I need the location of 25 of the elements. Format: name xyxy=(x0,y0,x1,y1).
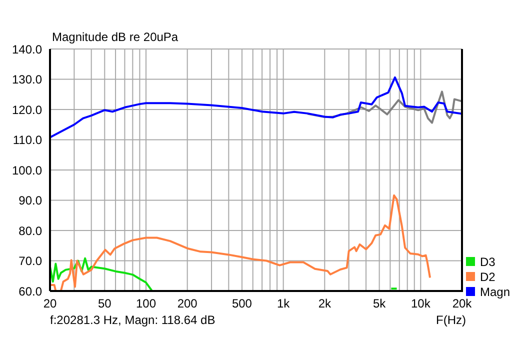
y-tick-label: 60.0 xyxy=(18,284,42,298)
x-tick-label: 200 xyxy=(177,296,198,311)
y-tick-label: 110.0 xyxy=(12,133,42,148)
y-tick-label: 100.0 xyxy=(12,163,42,178)
x-tick-label: 100 xyxy=(136,296,156,311)
x-tick-label: 20k xyxy=(452,296,473,311)
x-axis-title: F(Hz) xyxy=(436,313,466,327)
x-tick-label: 20 xyxy=(43,296,57,311)
legend-label: D3 xyxy=(480,254,496,268)
x-tick-label: 500 xyxy=(232,296,252,311)
x-tick-label: 1k xyxy=(276,296,291,311)
y-tick-label: 70.0 xyxy=(18,254,42,268)
text: f:20281.3 Hz, Magn: 118.64 dB xyxy=(50,313,216,327)
y-tick-label: 140.0 xyxy=(12,42,42,56)
legend-label: D2 xyxy=(480,270,496,284)
y-tick-label: 130.0 xyxy=(12,72,42,87)
y-tick-label: 120.0 xyxy=(12,102,42,117)
y-axis-title: Magnitude dB re 20uPa xyxy=(52,30,178,44)
x-tick-label: 5k xyxy=(372,296,387,311)
x-tick-label: 2k xyxy=(318,296,332,311)
y-tick-label: 80.0 xyxy=(18,224,42,238)
x-tick-label: 10k xyxy=(410,296,432,311)
y-tick-label: 90.0 xyxy=(18,194,42,208)
legend-label: Magn xyxy=(480,284,510,298)
x-tick-label: 50 xyxy=(98,296,112,311)
